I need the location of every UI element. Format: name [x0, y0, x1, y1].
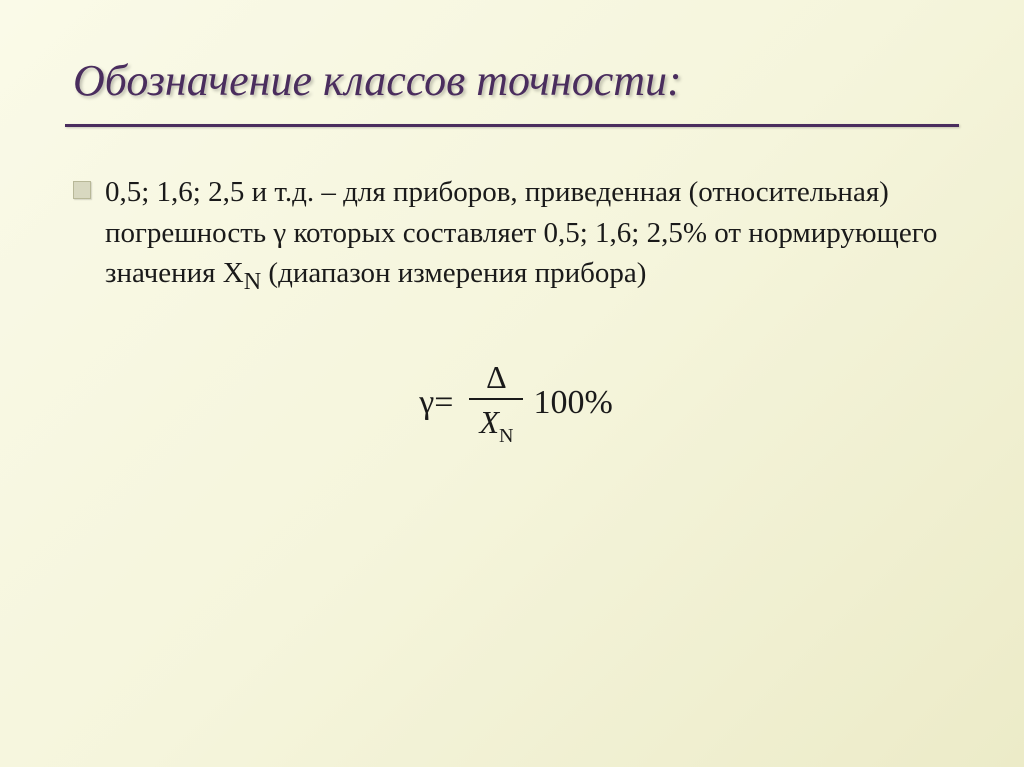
formula: γ= Δ XN 100% [73, 359, 959, 446]
bullet-text-tail: (диапазон измерения прибора) [261, 257, 646, 289]
formula-rhs: 100% [533, 384, 612, 422]
bullet-item: 0,5; 1,6; 2,5 и т.д. – для приборов, при… [73, 172, 959, 299]
formula-fraction: Δ XN [469, 359, 523, 446]
formula-denominator: XN [469, 400, 523, 446]
denom-sub: N [499, 425, 513, 447]
slide-title: Обозначение классов точности: [65, 55, 959, 106]
formula-lhs: γ= [419, 384, 453, 422]
bullet-text: 0,5; 1,6; 2,5 и т.д. – для приборов, при… [105, 172, 959, 299]
slide-content: 0,5; 1,6; 2,5 и т.д. – для приборов, при… [65, 172, 959, 446]
bullet-icon [73, 181, 91, 199]
denom-main: X [479, 404, 499, 440]
bullet-subscript: N [244, 268, 261, 295]
formula-numerator: Δ [474, 359, 519, 398]
title-divider [65, 124, 959, 127]
